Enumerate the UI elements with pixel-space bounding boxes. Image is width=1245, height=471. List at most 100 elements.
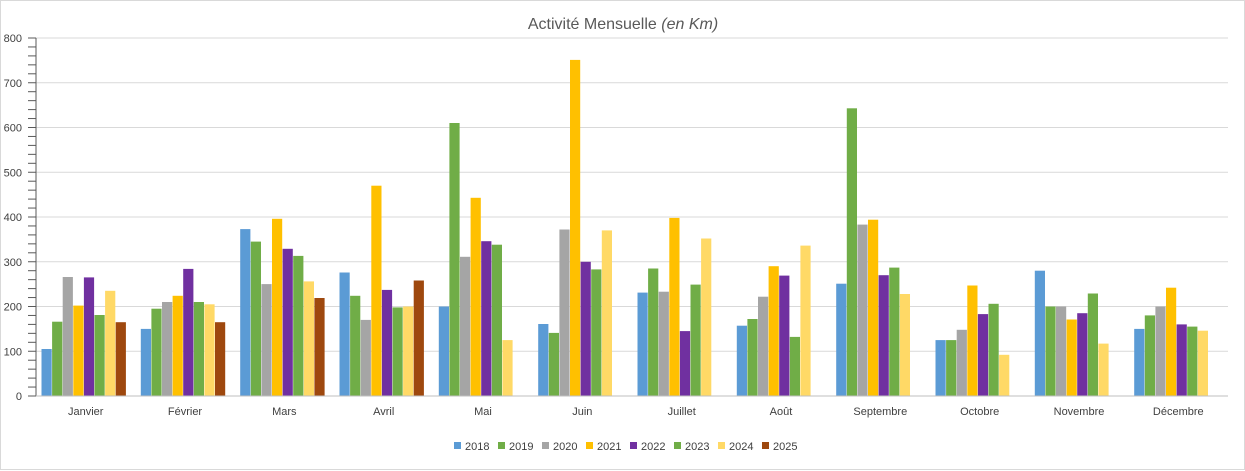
x-tick-label: Juillet bbox=[668, 406, 696, 418]
bar bbox=[580, 261, 591, 397]
bar bbox=[83, 277, 95, 396]
bar bbox=[1077, 313, 1088, 396]
bar bbox=[548, 332, 559, 396]
legend-label: 2023 bbox=[685, 441, 709, 453]
legend-label: 2021 bbox=[597, 441, 621, 453]
bar bbox=[591, 269, 602, 396]
bar bbox=[360, 319, 371, 396]
bar bbox=[935, 340, 946, 396]
bar bbox=[460, 256, 471, 396]
bar bbox=[491, 244, 502, 396]
x-tick-label: Février bbox=[168, 406, 203, 418]
bar bbox=[669, 217, 680, 396]
bar bbox=[1066, 319, 1077, 396]
bar bbox=[1098, 343, 1109, 396]
bar bbox=[240, 229, 251, 396]
bar bbox=[999, 354, 1010, 396]
legend-swatch bbox=[542, 442, 549, 449]
bar bbox=[215, 322, 226, 396]
bar bbox=[836, 283, 847, 396]
y-tick-label: 400 bbox=[4, 212, 22, 224]
bar bbox=[956, 329, 967, 396]
legend: 2018 2019 2020 2021 2022 2023 2024 2025 bbox=[454, 441, 797, 453]
bar bbox=[1166, 287, 1177, 396]
bar bbox=[1056, 306, 1067, 396]
axes: 0 100 200 300 400 500 600 700 800 Janvier Février M… bbox=[4, 33, 1228, 418]
bar bbox=[889, 267, 900, 396]
bar bbox=[94, 315, 105, 396]
bar bbox=[868, 219, 879, 396]
y-tick-label: 0 bbox=[16, 391, 22, 403]
bar bbox=[52, 321, 63, 396]
bar bbox=[350, 295, 361, 396]
bar bbox=[967, 285, 978, 396]
x-tick-label: Mars bbox=[272, 406, 297, 418]
chart-title: Activité Mensuelle (en Km) bbox=[528, 16, 718, 33]
bar bbox=[162, 302, 173, 396]
bar bbox=[193, 302, 204, 396]
bar bbox=[1134, 328, 1145, 396]
bar bbox=[303, 281, 314, 396]
bar bbox=[679, 331, 691, 396]
bar bbox=[736, 325, 747, 396]
bar bbox=[272, 218, 283, 396]
bar bbox=[261, 284, 272, 396]
legend-label: 2020 bbox=[553, 441, 577, 453]
legend-swatch bbox=[718, 442, 725, 449]
chart-title-unit: (en Km) bbox=[661, 16, 718, 33]
legend-swatch bbox=[498, 442, 505, 449]
y-tick-label: 300 bbox=[4, 257, 22, 269]
bar bbox=[789, 336, 800, 396]
bar bbox=[470, 197, 481, 396]
bar bbox=[62, 277, 73, 396]
bar bbox=[690, 284, 701, 396]
x-tick-label: Novembre bbox=[1054, 406, 1105, 418]
x-tick-label: Août bbox=[770, 406, 793, 418]
bar bbox=[449, 123, 460, 396]
chart-title-main: Activité Mensuelle bbox=[528, 16, 657, 33]
bar bbox=[538, 324, 549, 396]
y-tick-label: 200 bbox=[4, 302, 22, 314]
bar bbox=[559, 229, 570, 396]
y-tick-label: 600 bbox=[4, 123, 22, 135]
legend-label: 2022 bbox=[641, 441, 665, 453]
bar bbox=[413, 280, 424, 396]
bar bbox=[73, 305, 84, 396]
bar bbox=[172, 295, 183, 396]
bar bbox=[800, 245, 811, 396]
bar bbox=[381, 289, 393, 396]
bar bbox=[658, 291, 669, 396]
bar bbox=[339, 272, 350, 396]
legend-swatch bbox=[586, 442, 593, 449]
x-tick-label: Décembre bbox=[1153, 406, 1204, 418]
bar bbox=[105, 290, 116, 396]
bar bbox=[140, 328, 151, 396]
bar bbox=[1197, 330, 1208, 396]
x-tick-label: Mai bbox=[474, 406, 492, 418]
bar bbox=[392, 307, 403, 396]
bar bbox=[314, 298, 325, 396]
bar bbox=[1045, 306, 1056, 396]
legend-label: 2024 bbox=[729, 441, 753, 453]
bar bbox=[250, 241, 261, 396]
x-tick-label: Octobre bbox=[960, 406, 999, 418]
bar bbox=[403, 306, 414, 396]
bar bbox=[648, 268, 659, 396]
y-tick-label: 500 bbox=[4, 167, 22, 179]
bar bbox=[1176, 324, 1187, 396]
bar bbox=[151, 308, 162, 396]
bar bbox=[637, 292, 648, 396]
bar bbox=[846, 108, 857, 397]
legend-swatch bbox=[630, 442, 637, 449]
x-tick-label: Janvier bbox=[68, 406, 104, 418]
bar bbox=[41, 349, 52, 396]
bar bbox=[204, 304, 215, 396]
bar bbox=[988, 303, 999, 396]
x-tick-label: Septembre bbox=[853, 406, 907, 418]
x-tick-label: Avril bbox=[373, 406, 394, 418]
bar bbox=[115, 322, 126, 396]
y-tick-label: 700 bbox=[4, 78, 22, 90]
bar bbox=[481, 241, 492, 396]
